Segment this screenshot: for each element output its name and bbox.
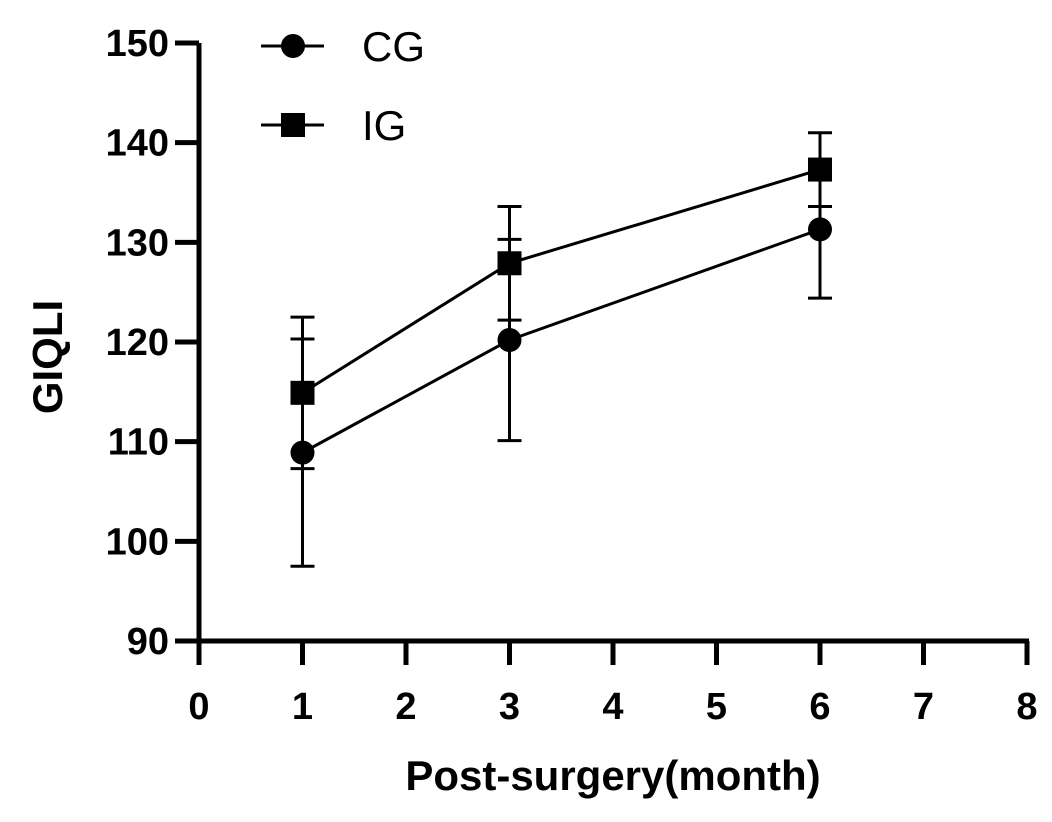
y-axis-title: GIQLI (24, 300, 71, 414)
x-tick-label: 0 (188, 686, 209, 728)
series-cg (290, 159, 832, 568)
x-tick-label: 4 (602, 686, 623, 728)
series-ig (290, 131, 832, 471)
x-tick-label: 2 (395, 686, 416, 728)
legend-marker-square (281, 113, 305, 137)
series-line (301, 227, 821, 454)
legend-label: IG (362, 102, 406, 149)
data-point (808, 157, 832, 182)
legend-marker-circle (281, 34, 305, 58)
y-tick-label: 140 (106, 123, 169, 165)
x-tick-label: 5 (706, 686, 727, 728)
y-tick-label: 130 (106, 222, 169, 264)
x-tick-label: 3 (499, 686, 520, 728)
data-point (497, 251, 522, 276)
x-tick-label: 8 (1016, 686, 1037, 728)
x-tick-label: 7 (913, 686, 934, 728)
axes: 90 100 110 120 130 140 150 0 1 2 3 4 5 6 7 8 (106, 23, 1038, 728)
series-line (301, 168, 821, 395)
data-point (290, 380, 315, 405)
legend-item-cg: CG (261, 23, 425, 70)
y-tick-label: 110 (108, 422, 169, 464)
y-tick-label: 150 (106, 23, 169, 65)
data-point (497, 328, 522, 353)
legend-label: CG (362, 23, 425, 70)
x-tick-label: 6 (809, 686, 830, 728)
legend-item-ig: IG (261, 102, 406, 149)
series-layer (290, 131, 832, 568)
y-tick-label: 100 (106, 521, 169, 563)
y-tick-label: 90 (127, 621, 169, 663)
x-tick-label: 1 (292, 686, 313, 728)
data-point (808, 217, 832, 242)
y-tick-label: 120 (106, 322, 169, 364)
x-axis-title: Post-surgery(month) (405, 752, 820, 799)
legend: CG IG (261, 23, 425, 149)
